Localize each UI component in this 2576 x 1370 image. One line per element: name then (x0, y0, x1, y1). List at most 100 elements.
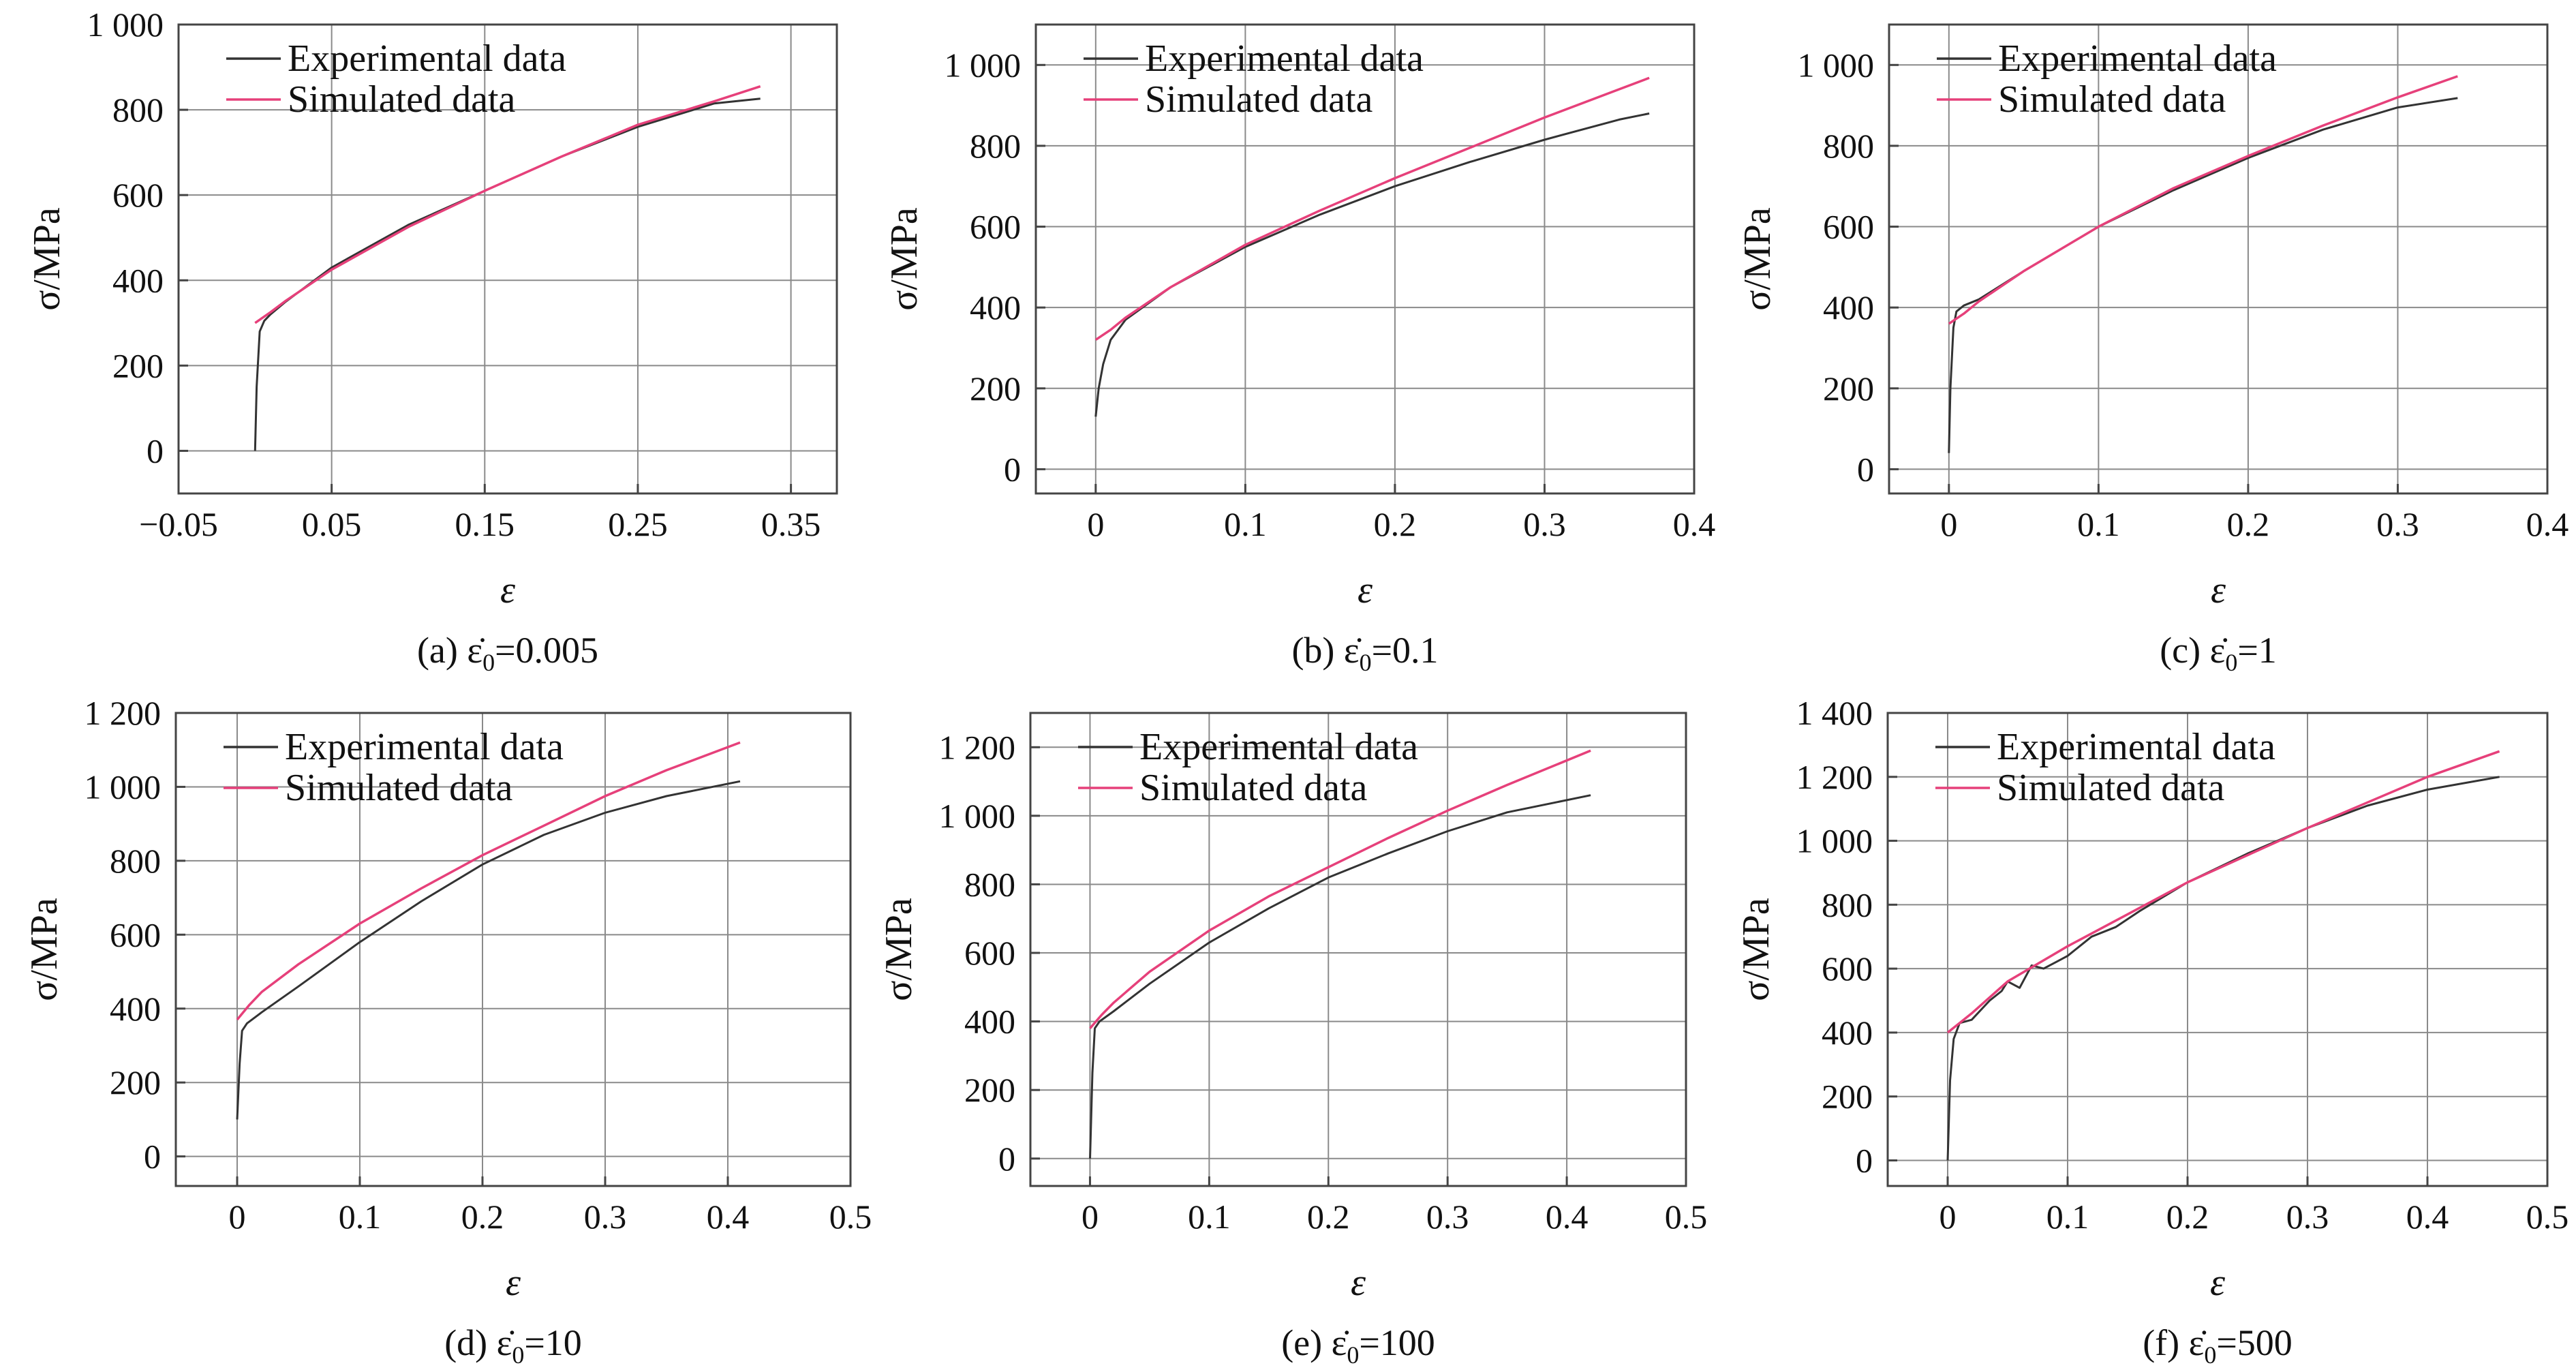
x-tick-label: 0.4 (2526, 505, 2569, 543)
x-tick-label: 0.1 (1188, 1198, 1231, 1236)
legend-label: Simulated data (1139, 767, 1368, 809)
legend-label: Simulated data (1145, 78, 1373, 121)
x-tick-label: 0 (1082, 1198, 1099, 1236)
caption-prefix: (e) ε̇ (1281, 1322, 1349, 1363)
y-tick-label: 600 (110, 915, 161, 954)
series-line-simulated (236, 741, 741, 1021)
caption-value: =1 (2237, 630, 2276, 671)
y-axis-label: σ/MPa (883, 207, 925, 311)
legend-label: Experimental data (1997, 726, 2275, 768)
x-tick-label: 0.4 (1673, 505, 1716, 543)
legend-label: Experimental data (1145, 37, 1424, 80)
caption-subscript: 0 (482, 649, 495, 676)
legend-label: Simulated data (1998, 78, 2226, 121)
y-tick-label: 200 (1822, 1078, 1873, 1116)
x-tick-label: 0.2 (2227, 505, 2270, 543)
x-tick-label: 0.05 (302, 505, 362, 543)
y-tick-label: 200 (112, 346, 164, 384)
legend-label: Experimental data (1139, 726, 1418, 768)
chart-panel-1: −0.05 0.05 0.15 0.25 0.35 0 200 400 600 800 1 000 ε… (26, 5, 838, 676)
legend-label: Experimental data (1998, 37, 2277, 80)
x-tick-label: 0.1 (2077, 505, 2120, 543)
y-tick-label: 400 (1823, 288, 1874, 326)
x-tick-label: 0.25 (608, 505, 668, 543)
y-tick-label: 600 (112, 176, 164, 214)
caption-subscript: 0 (1347, 1341, 1359, 1369)
panel-caption: (c) ε̇0=1 (2160, 630, 2277, 676)
chart-panel-3: 0 0.1 0.2 0.3 0.4 0 200 400 600 800 1 000 ε σ/MPa (c)… (1736, 23, 2569, 676)
chart-panel-4: 0 0.1 0.2 0.3 0.4 0.5 0 200 400 600 800 1 000 1 200 ε… (23, 694, 872, 1369)
series-line-simulated (1946, 750, 2500, 1034)
caption-value: =10 (524, 1322, 581, 1363)
chart-panel-2: 0 0.1 0.2 0.3 0.4 0 200 400 600 800 1 000 ε σ/MPa (b)… (883, 23, 1716, 676)
x-tick-label: 0 (1940, 505, 1957, 543)
legend-label: Simulated data (1997, 767, 2225, 809)
x-tick-label: 0 (1939, 1198, 1957, 1236)
caption-prefix: (a) ε̇ (417, 630, 485, 671)
caption-subscript: 0 (512, 1341, 524, 1369)
y-tick-label: 0 (1004, 450, 1021, 488)
x-tick-label: 0.2 (461, 1198, 504, 1236)
y-tick-label: 1 000 (1796, 822, 1873, 860)
caption-subscript: 0 (1360, 649, 1372, 676)
y-tick-label: 1 000 (87, 5, 164, 44)
caption-prefix: (d) ε̇ (444, 1322, 514, 1363)
y-tick-label: 1 200 (85, 694, 162, 732)
series-line-simulated (1089, 749, 1591, 1029)
y-tick-label: 600 (964, 934, 1015, 972)
x-tick-label: 0.35 (761, 505, 821, 543)
y-axis-label: σ/MPa (1736, 207, 1779, 311)
x-tick-label: 0.3 (1426, 1198, 1469, 1236)
x-tick-label: −0.05 (139, 505, 218, 543)
y-tick-label: 600 (1822, 949, 1873, 988)
x-tick-label: 0.2 (1374, 505, 1417, 543)
x-axis-label: ε (2210, 1262, 2226, 1304)
x-tick-label: 0.1 (2046, 1198, 2089, 1236)
y-tick-label: 1 400 (1796, 694, 1873, 732)
y-tick-label: 1 000 (1798, 46, 1875, 84)
caption-value: =500 (2216, 1322, 2292, 1363)
legend-label: Experimental data (285, 726, 564, 768)
x-tick-label: 0.4 (1546, 1198, 1589, 1236)
y-tick-label: 200 (1823, 369, 1874, 408)
x-tick-label: 0 (1087, 505, 1104, 543)
x-tick-label: 0.3 (2376, 505, 2419, 543)
legend-label: Experimental data (288, 37, 566, 80)
panel-caption: (a) ε̇0=0.005 (417, 630, 598, 676)
series-line-experimental (1089, 794, 1591, 1159)
panel-caption: (b) ε̇0=0.1 (1291, 630, 1438, 676)
series-line-experimental (254, 97, 761, 451)
panel-caption: (e) ε̇0=100 (1281, 1322, 1435, 1369)
x-axis-label: ε (1358, 569, 1373, 611)
panel-caption: (d) ε̇0=10 (444, 1322, 582, 1369)
x-tick-label: 0.3 (2286, 1198, 2329, 1236)
y-tick-label: 800 (970, 127, 1021, 165)
y-tick-label: 800 (1823, 127, 1874, 165)
legend-label: Simulated data (288, 78, 516, 121)
series-line-experimental (1094, 112, 1650, 417)
y-tick-label: 800 (964, 865, 1015, 903)
x-tick-label: 0.3 (584, 1198, 627, 1236)
x-tick-label: 0.2 (2166, 1198, 2209, 1236)
y-tick-label: 800 (110, 842, 161, 880)
y-axis-label: σ/MPa (23, 898, 65, 1001)
x-tick-label: 0.3 (1523, 505, 1566, 543)
x-tick-label: 0.4 (2406, 1198, 2449, 1236)
chart-panel-5: 0 0.1 0.2 0.3 0.4 0.5 0 200 400 600 800 1 000 1 200 ε… (878, 712, 1707, 1369)
y-tick-label: 1 200 (939, 728, 1016, 766)
y-tick-label: 0 (998, 1140, 1015, 1178)
series-line-simulated (254, 85, 761, 324)
caption-value: =0.005 (495, 630, 598, 671)
y-tick-label: 200 (964, 1071, 1015, 1109)
series-line-simulated (1948, 75, 2458, 325)
x-tick-label: 0.1 (339, 1198, 382, 1236)
y-tick-label: 400 (112, 261, 164, 299)
plot-frame (1034, 23, 1696, 495)
caption-prefix: (b) ε̇ (1291, 630, 1361, 671)
y-tick-label: 400 (110, 990, 161, 1028)
y-tick-label: 0 (147, 431, 164, 470)
x-axis-label: ε (506, 1262, 521, 1304)
caption-subscript: 0 (2225, 649, 2237, 676)
caption-subscript: 0 (2204, 1341, 2216, 1369)
